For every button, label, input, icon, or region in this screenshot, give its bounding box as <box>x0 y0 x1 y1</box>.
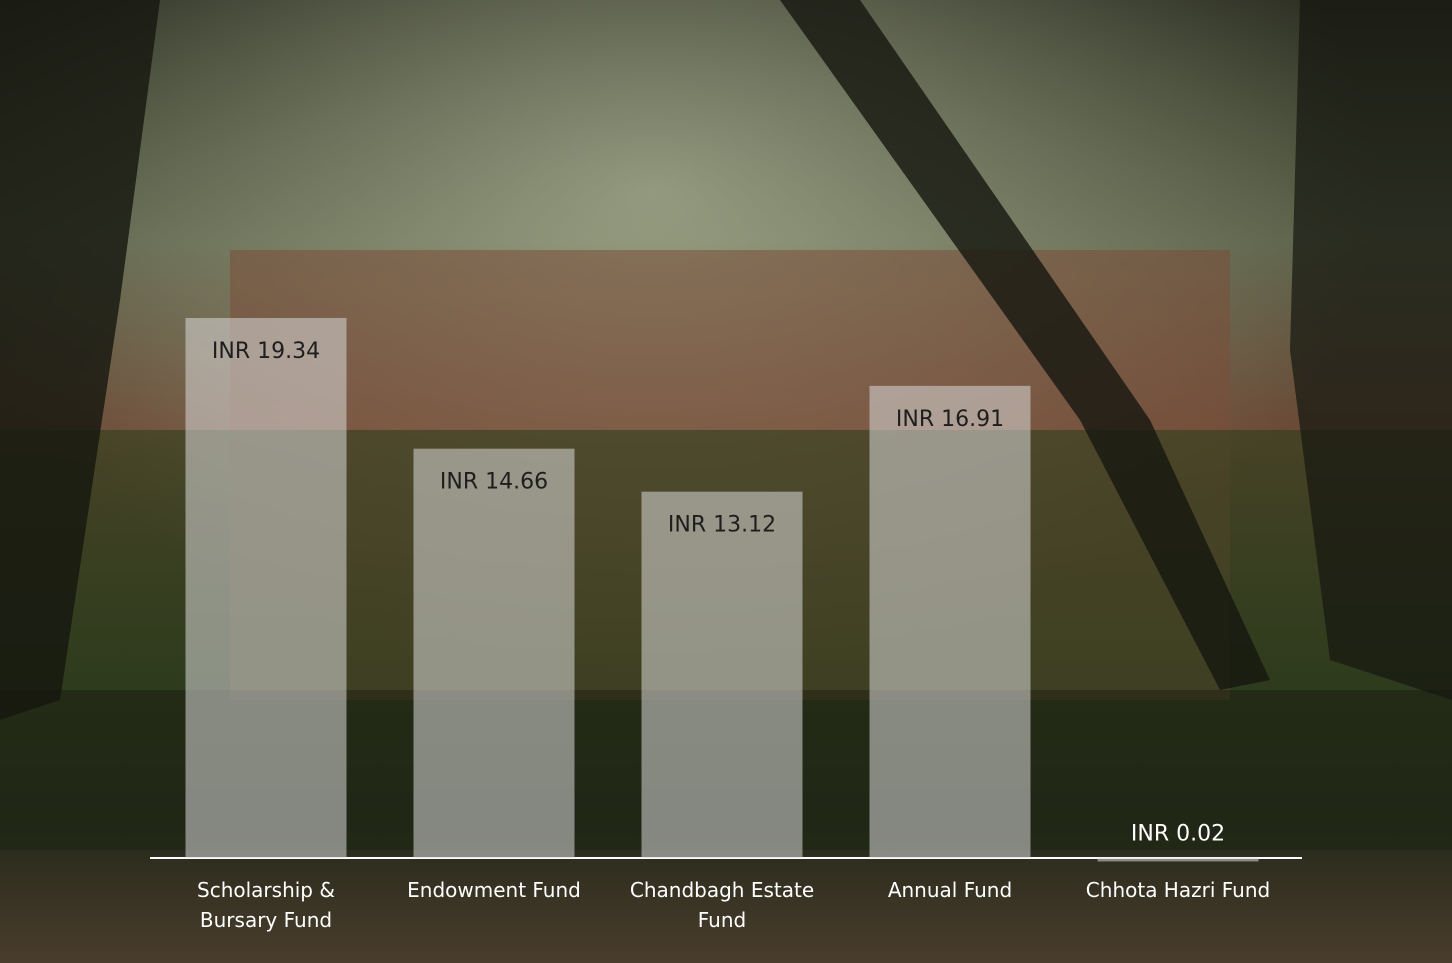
value-label: INR 19.34 <box>212 339 320 364</box>
value-label: INR 14.66 <box>440 470 548 495</box>
x-tick-label: Annual Fund <box>887 878 1013 902</box>
bar <box>869 385 1031 858</box>
x-tick-label: Chhota Hazri Fund <box>1085 878 1271 902</box>
bar <box>641 491 803 858</box>
bar <box>1097 857 1259 862</box>
x-tick-label: Endowment Fund <box>407 878 581 902</box>
tree-trunk <box>780 0 1270 690</box>
value-label: INR 16.91 <box>896 407 1004 432</box>
x-tick-label: Chandbagh Estate Fund <box>629 878 815 932</box>
tree-right <box>1290 0 1452 700</box>
x-tick-label: Scholarship & Bursary Fund <box>197 878 335 932</box>
value-label: INR 0.02 <box>1131 821 1225 846</box>
bar <box>185 318 347 858</box>
tree-left <box>0 0 160 720</box>
bar <box>413 448 575 858</box>
value-label: INR 13.12 <box>668 513 776 538</box>
